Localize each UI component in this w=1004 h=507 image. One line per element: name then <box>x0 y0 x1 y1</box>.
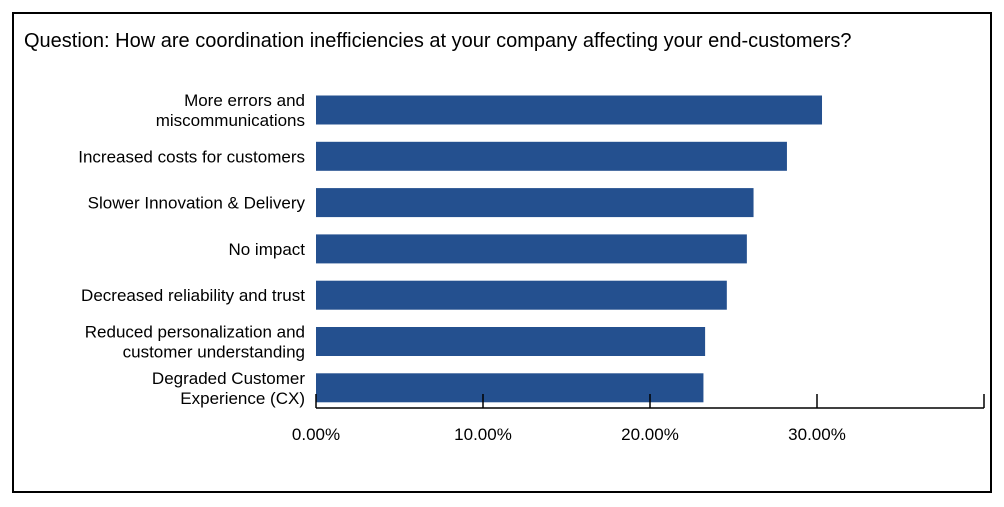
bar <box>316 141 787 171</box>
x-tick-label: 0.00% <box>292 425 340 444</box>
bar <box>316 234 747 264</box>
bar <box>316 327 706 356</box>
x-tick-label: 30.00% <box>788 425 846 444</box>
x-tick-label: 20.00% <box>621 425 679 444</box>
bar <box>316 373 704 403</box>
category-label: Slower Innovation & Delivery <box>88 193 306 212</box>
category-label: More errors and miscommunications <box>156 91 305 130</box>
bar-chart: More errors and miscommunications Increase… <box>78 91 985 444</box>
bars <box>316 95 823 403</box>
x-tick-label: 10.00% <box>454 425 512 444</box>
category-labels: More errors and miscommunications Increase… <box>78 91 305 408</box>
category-label: No impact <box>228 239 305 258</box>
category-label: Decreased reliability and trust <box>81 286 305 305</box>
chart-frame: Question: How are coordination inefficie… <box>12 12 992 493</box>
chart-title: Question: How are coordination inefficie… <box>24 30 852 52</box>
category-label: Increased costs for customers <box>78 147 305 166</box>
bar <box>316 280 727 310</box>
category-label: Degraded Customer Experience (CX) <box>152 368 305 407</box>
category-label: Reduced personalization and customer unde… <box>85 322 305 361</box>
bar <box>316 188 754 218</box>
x-axis: 0.00% 10.00% 20.00% 30.00% <box>292 394 985 444</box>
bar <box>316 95 823 125</box>
